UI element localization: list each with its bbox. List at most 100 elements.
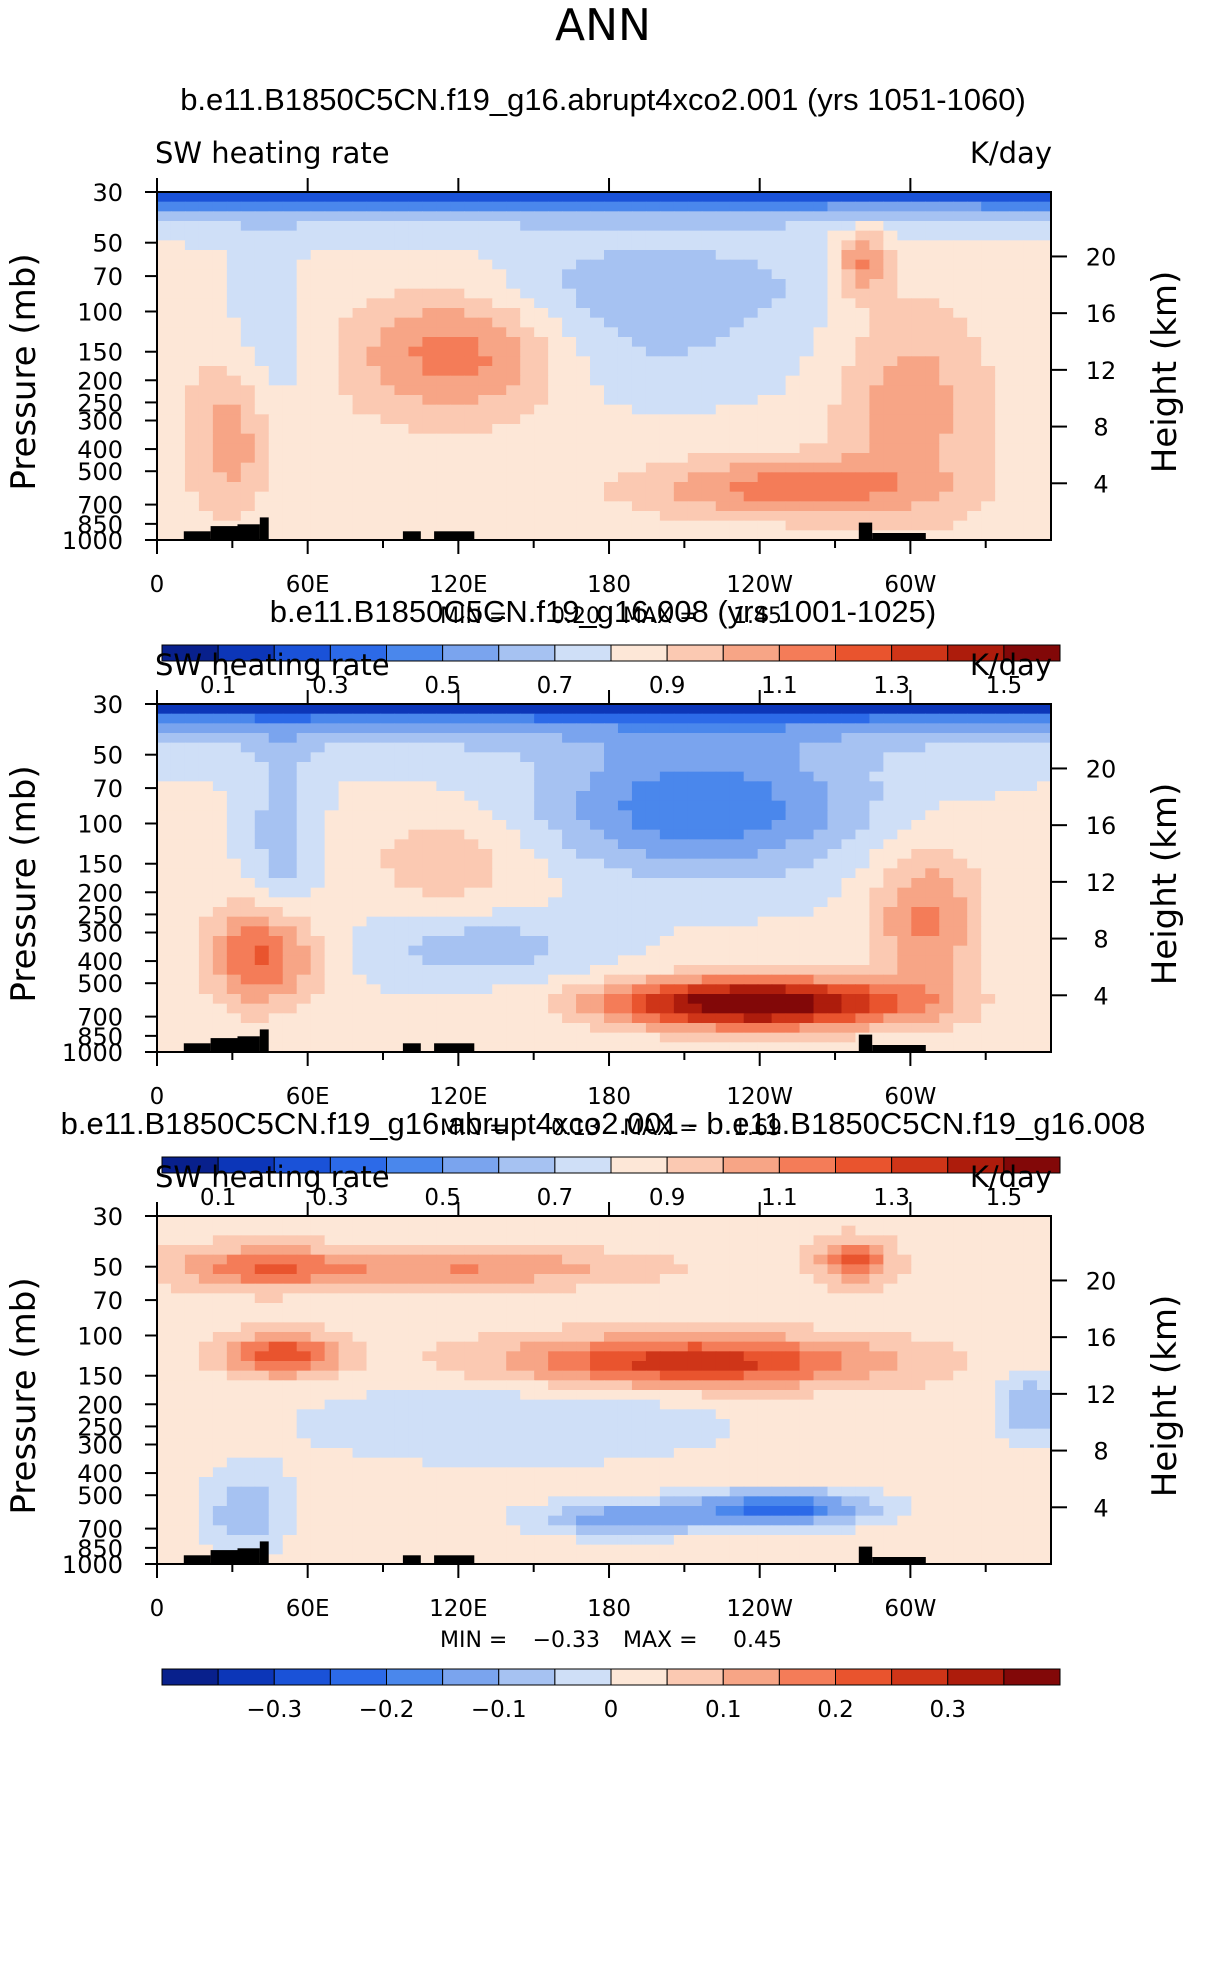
field-cell bbox=[659, 443, 675, 454]
field-cell bbox=[1023, 733, 1038, 744]
field-cell bbox=[883, 414, 898, 425]
field-cell bbox=[394, 288, 410, 299]
field-cell bbox=[1037, 240, 1052, 251]
field-cell bbox=[562, 269, 577, 280]
field-cell bbox=[198, 385, 214, 396]
field-cell bbox=[841, 356, 857, 367]
field-cell bbox=[310, 762, 326, 773]
field-cell bbox=[422, 375, 437, 386]
field-cell bbox=[687, 308, 703, 319]
field-cell bbox=[408, 829, 424, 840]
field-cell bbox=[506, 259, 521, 270]
field-cell bbox=[226, 897, 242, 908]
field-cell bbox=[827, 501, 843, 512]
field-cell bbox=[310, 955, 326, 966]
field-cell bbox=[436, 201, 451, 212]
field-cell bbox=[617, 375, 633, 386]
field-cell bbox=[701, 192, 717, 203]
field-cell bbox=[198, 443, 214, 454]
field-cell bbox=[701, 337, 717, 348]
field-cell bbox=[590, 288, 605, 299]
field-cell bbox=[338, 443, 354, 454]
field-cell bbox=[869, 317, 884, 328]
field-cell bbox=[170, 955, 186, 966]
field-cell bbox=[408, 984, 424, 995]
field-cell bbox=[701, 317, 717, 328]
field-cell bbox=[408, 800, 424, 811]
field-cell bbox=[548, 472, 563, 483]
field-cell bbox=[967, 781, 982, 792]
field-cell bbox=[366, 530, 382, 541]
field-cell bbox=[422, 762, 437, 773]
field-cell bbox=[967, 501, 982, 512]
field-cell bbox=[771, 742, 787, 753]
field-cell bbox=[743, 337, 759, 348]
field-cell bbox=[394, 936, 410, 947]
field-cell bbox=[785, 887, 801, 898]
field-cell bbox=[1023, 820, 1038, 831]
field-cell bbox=[548, 279, 563, 290]
field-cell bbox=[617, 771, 633, 782]
field-cell bbox=[729, 945, 745, 956]
field-cell bbox=[967, 762, 982, 773]
field-cell bbox=[282, 298, 298, 309]
field-cell bbox=[380, 897, 396, 908]
field-cell bbox=[771, 936, 787, 947]
field-cell bbox=[911, 501, 926, 512]
field-cell bbox=[757, 1042, 773, 1053]
field-cell bbox=[855, 791, 871, 802]
field-cell bbox=[631, 269, 647, 280]
field-cell bbox=[995, 713, 1010, 724]
field-cell bbox=[659, 201, 675, 212]
field-cell bbox=[212, 327, 228, 338]
field-cell bbox=[827, 385, 843, 396]
field-cell bbox=[1009, 887, 1024, 898]
field-cell bbox=[184, 462, 200, 473]
field-cell bbox=[981, 849, 996, 860]
field-cell bbox=[645, 1003, 661, 1014]
field-cell bbox=[967, 752, 982, 763]
field-cell bbox=[631, 356, 647, 367]
field-cell bbox=[1023, 742, 1038, 753]
field-cell bbox=[157, 752, 172, 763]
field-cell bbox=[743, 713, 759, 724]
field-cell bbox=[198, 936, 214, 947]
field-cell bbox=[436, 1032, 451, 1043]
field-cell bbox=[184, 395, 200, 406]
field-cell bbox=[254, 926, 270, 937]
field-cell bbox=[296, 404, 312, 415]
field-cell bbox=[212, 945, 228, 956]
field-cell bbox=[394, 742, 410, 753]
field-cell bbox=[1037, 820, 1052, 831]
field-cell bbox=[911, 520, 926, 531]
field-cell bbox=[157, 820, 172, 831]
field-cell bbox=[170, 317, 186, 328]
field-cell bbox=[212, 974, 228, 985]
field-cell bbox=[157, 1042, 172, 1053]
field-cell bbox=[757, 279, 773, 290]
field-cell bbox=[408, 955, 424, 966]
field-cell bbox=[450, 984, 465, 995]
field-cell bbox=[184, 800, 200, 811]
field-cell bbox=[771, 395, 787, 406]
field-cell bbox=[953, 443, 968, 454]
field-cell bbox=[157, 1032, 172, 1043]
field-cell bbox=[436, 936, 451, 947]
field-cell bbox=[198, 1032, 214, 1043]
field-cell bbox=[953, 279, 968, 290]
field-cell bbox=[366, 414, 382, 425]
field-cell bbox=[743, 965, 759, 976]
field-cell bbox=[184, 1216, 200, 1227]
field-cell bbox=[1023, 211, 1038, 222]
pressure-tick-label: 30 bbox=[92, 179, 123, 207]
field-cell bbox=[645, 501, 661, 512]
field-cell bbox=[254, 366, 270, 377]
field-cell bbox=[995, 385, 1010, 396]
field-cell bbox=[226, 520, 242, 531]
field-cell bbox=[492, 868, 507, 879]
field-cell bbox=[659, 839, 675, 850]
field-cell bbox=[631, 762, 647, 773]
field-cell bbox=[548, 752, 563, 763]
field-cell bbox=[422, 424, 437, 435]
field-cell bbox=[729, 201, 745, 212]
